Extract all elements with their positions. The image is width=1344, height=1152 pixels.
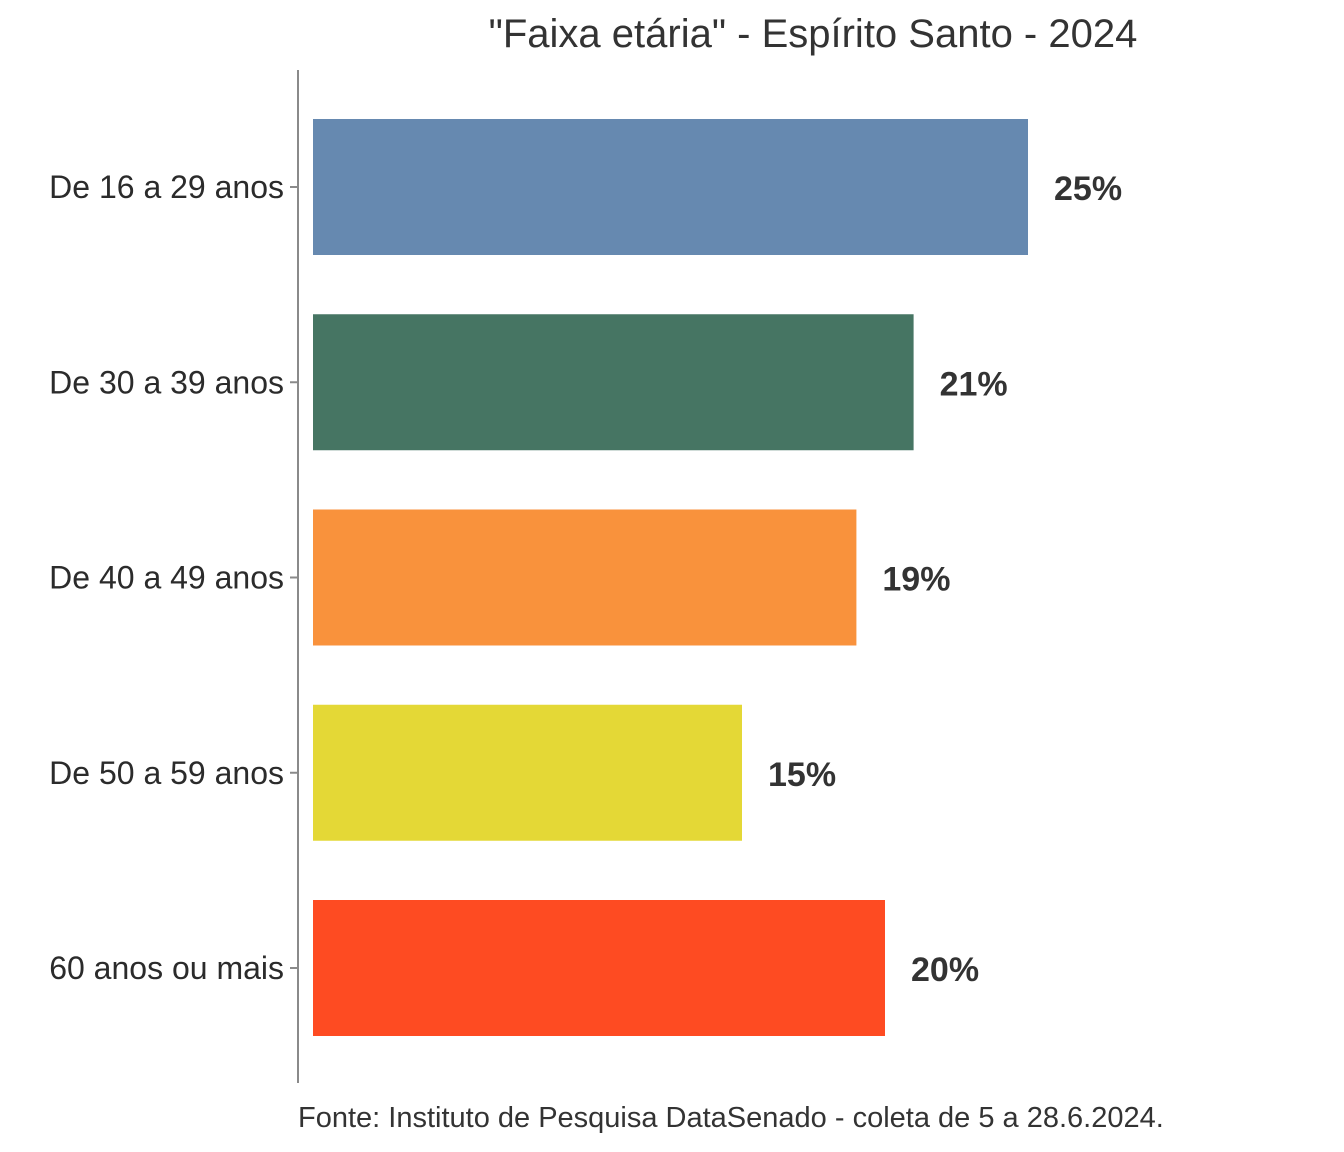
bar-5 xyxy=(313,900,885,1036)
bar-4 xyxy=(313,704,742,841)
bars-group xyxy=(313,119,1028,1036)
category-label: De 16 a 29 anos xyxy=(49,169,284,205)
value-label: 20% xyxy=(911,951,979,989)
category-label: De 50 a 59 anos xyxy=(49,755,284,791)
chart-title: "Faixa etária" - Espírito Santo - 2024 xyxy=(488,12,1138,56)
value-label: 21% xyxy=(940,365,1008,403)
value-label: 25% xyxy=(1054,170,1122,208)
bar-3 xyxy=(313,509,857,646)
category-label: 60 anos ou mais xyxy=(49,950,284,986)
value-label: 15% xyxy=(768,756,836,794)
source-note: Fonte: Instituto de Pesquisa DataSenado … xyxy=(298,1102,1164,1134)
category-label: De 40 a 49 anos xyxy=(49,560,284,596)
labels-group: De 16 a 29 anos 25% De 30 a 39 anos 21% De 4… xyxy=(49,169,1122,989)
bar-2 xyxy=(313,314,914,451)
category-label: De 30 a 39 anos xyxy=(49,364,284,400)
bar-1 xyxy=(313,119,1028,255)
value-label: 19% xyxy=(882,561,950,599)
